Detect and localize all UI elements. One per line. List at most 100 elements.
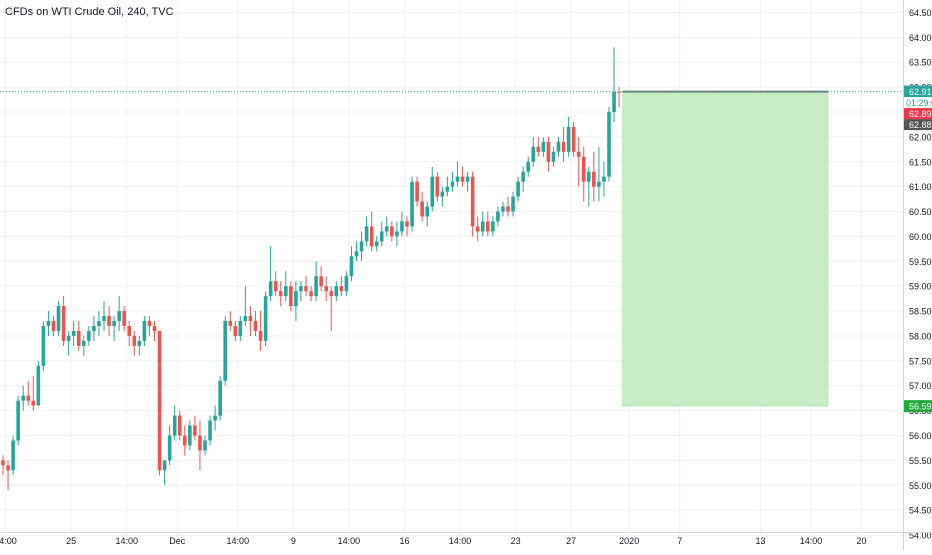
candle-body [284, 286, 288, 297]
candle-body [172, 415, 177, 436]
candle-body [349, 256, 354, 277]
candle-body [193, 425, 197, 436]
candle-body [536, 146, 541, 152]
candle-body [496, 211, 500, 222]
x-tick-label: 14:00 [115, 536, 138, 546]
candle-body [107, 316, 111, 326]
y-tick-label: 64.00 [909, 33, 932, 43]
candle-body [6, 465, 10, 471]
y-tick-label: 61.50 [909, 157, 932, 167]
y-tick-label: 58.50 [909, 307, 932, 317]
candle-body [26, 395, 31, 401]
candle-body [445, 186, 450, 192]
candle-body [390, 226, 394, 237]
candle-body [566, 126, 571, 152]
candle-body [486, 221, 490, 232]
y-tick-label: 62.00 [909, 132, 932, 142]
candle-body [273, 281, 278, 292]
candle-body [1, 460, 5, 466]
x-tick-label: 14:00 [800, 536, 823, 546]
current-price-tag: 62.91 [909, 87, 932, 97]
candle-body [41, 325, 46, 366]
candle-body [465, 176, 470, 182]
x-tick-label: 14:00 [338, 536, 361, 546]
candle-body [592, 171, 596, 187]
candle-body [324, 286, 328, 292]
candle-body [92, 325, 96, 331]
x-tick-label: 14:00 [449, 536, 472, 546]
candle-body [480, 221, 485, 232]
candle-body [122, 311, 126, 326]
y-tick-label: 56.00 [909, 431, 932, 441]
candle-body [425, 206, 429, 217]
candle-body [354, 251, 359, 257]
candle-body [430, 176, 435, 207]
candle-body [450, 181, 455, 187]
candle-body [415, 181, 419, 202]
candle-body [556, 141, 561, 152]
candle-body [142, 321, 147, 341]
candle-body [531, 146, 536, 162]
candle-body [455, 176, 460, 182]
candle-body [501, 206, 505, 212]
x-tick-label: 14:00 [0, 536, 17, 546]
candle-body [97, 321, 101, 326]
candle-body [66, 335, 71, 341]
x-tick-label: 20 [856, 536, 866, 546]
candle-body [617, 92, 621, 94]
candle-body [71, 330, 76, 336]
candle-body [546, 141, 551, 162]
candle-body [31, 400, 36, 406]
target-price-tag: 56.59 [909, 402, 932, 412]
x-tick-label: 25 [66, 536, 76, 546]
candle-body [385, 226, 389, 232]
x-tick-label: 16 [399, 536, 409, 546]
candle-body [183, 435, 187, 446]
candle-body [395, 231, 399, 237]
candle-body [228, 321, 233, 326]
candle-body [248, 316, 253, 322]
ask-price-tag-bg [904, 119, 932, 131]
candle-body [314, 276, 318, 297]
candle-body [410, 181, 414, 227]
candle-body [511, 196, 515, 212]
candle-body [46, 321, 51, 326]
candle-body [188, 425, 192, 446]
candle-body [102, 316, 106, 322]
candle-body [162, 460, 167, 471]
candle-body [238, 321, 243, 336]
candle-body [364, 226, 369, 242]
candle-body [576, 151, 581, 157]
candle-body [208, 420, 212, 441]
candle-body [51, 321, 56, 331]
x-tick-label: 2020 [619, 536, 639, 546]
chart-title: CFDs on WTI Crude Oil, 240, TVC [5, 6, 174, 18]
candle-body [400, 221, 404, 232]
candle-body [607, 111, 611, 177]
candle-body [526, 161, 530, 172]
candle-body [289, 286, 293, 307]
candle-body [379, 231, 384, 242]
candle-body [299, 286, 303, 292]
candle-body [309, 291, 313, 297]
y-tick-label: 63.50 [909, 58, 932, 68]
y-tick-label: 57.00 [909, 381, 932, 391]
candle-body [516, 181, 520, 197]
y-tick-label: 58.00 [909, 331, 932, 341]
candle-body [21, 395, 25, 401]
candle-body [420, 201, 424, 217]
y-tick-label: 59.50 [909, 257, 932, 267]
candle-body [551, 151, 556, 162]
y-tick-label: 54.00 [909, 531, 932, 541]
candle-body [61, 306, 66, 341]
candle-body [233, 325, 238, 336]
candle-body [223, 321, 227, 381]
candle-body [137, 340, 142, 346]
candle-body [243, 316, 248, 322]
countdown-bg [904, 97, 932, 109]
candle-body [339, 286, 344, 292]
candle-body [329, 291, 334, 297]
candle-body [334, 286, 339, 297]
candle-body [117, 311, 121, 322]
